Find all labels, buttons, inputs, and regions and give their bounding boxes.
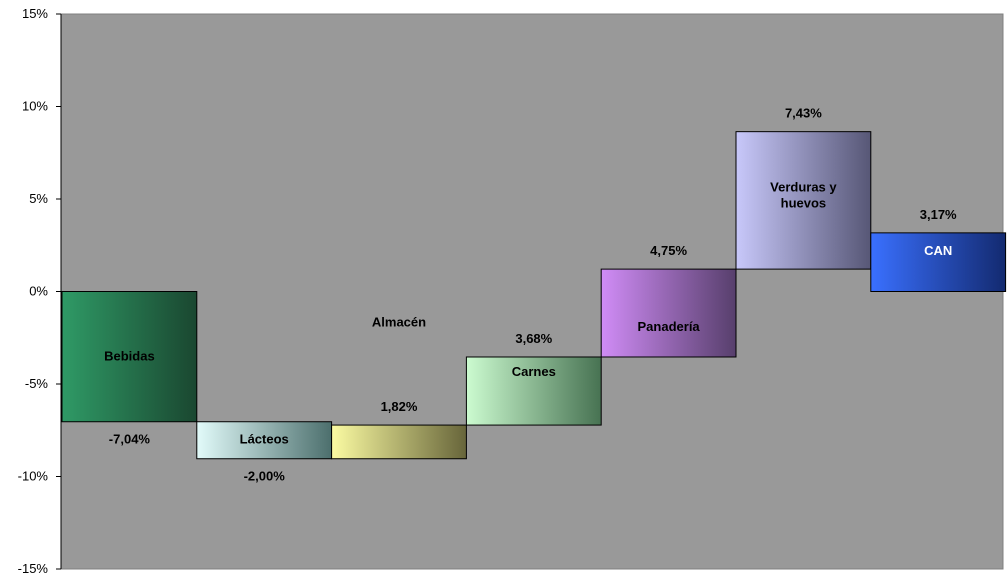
category-label: Panadería [638,319,701,334]
value-label: 3,17% [920,207,957,222]
category-label: Lácteos [240,432,289,447]
bar [735,131,872,270]
value-label: 4,75% [650,243,687,258]
value-label: 3,68% [515,331,552,346]
category-label: Bebidas [104,349,155,364]
category-label: Carnes [512,364,556,379]
bar [331,424,467,460]
bar [61,291,198,423]
y-tick-label: -5% [25,376,49,391]
bar [870,232,1007,292]
bar [465,356,602,426]
y-tick-label: -15% [18,561,49,575]
category-label: Almacén [372,315,426,330]
bars [61,131,1007,460]
value-label: 1,82% [381,399,418,414]
y-tick-label: 5% [29,191,48,206]
bar [196,421,333,460]
category-label: Verduras y huevos [770,180,837,211]
value-label: 7,43% [785,106,822,121]
bar-labels: Bebidas -7,04% Lácteos -2,00% Almacén 1,82% Ca… [104,106,957,484]
y-axis: 15% 10% 5% 0% -5% -10% -15% [18,6,61,575]
value-label: -2,00% [244,469,286,484]
y-tick-label: -10% [18,469,49,484]
value-label: -7,04% [109,432,151,447]
bar [600,268,737,358]
y-tick-label: 15% [22,6,48,21]
category-label: CAN [924,243,952,258]
plot-area [60,13,1004,570]
y-tick-label: 0% [29,284,48,299]
y-tick-label: 10% [22,99,48,114]
